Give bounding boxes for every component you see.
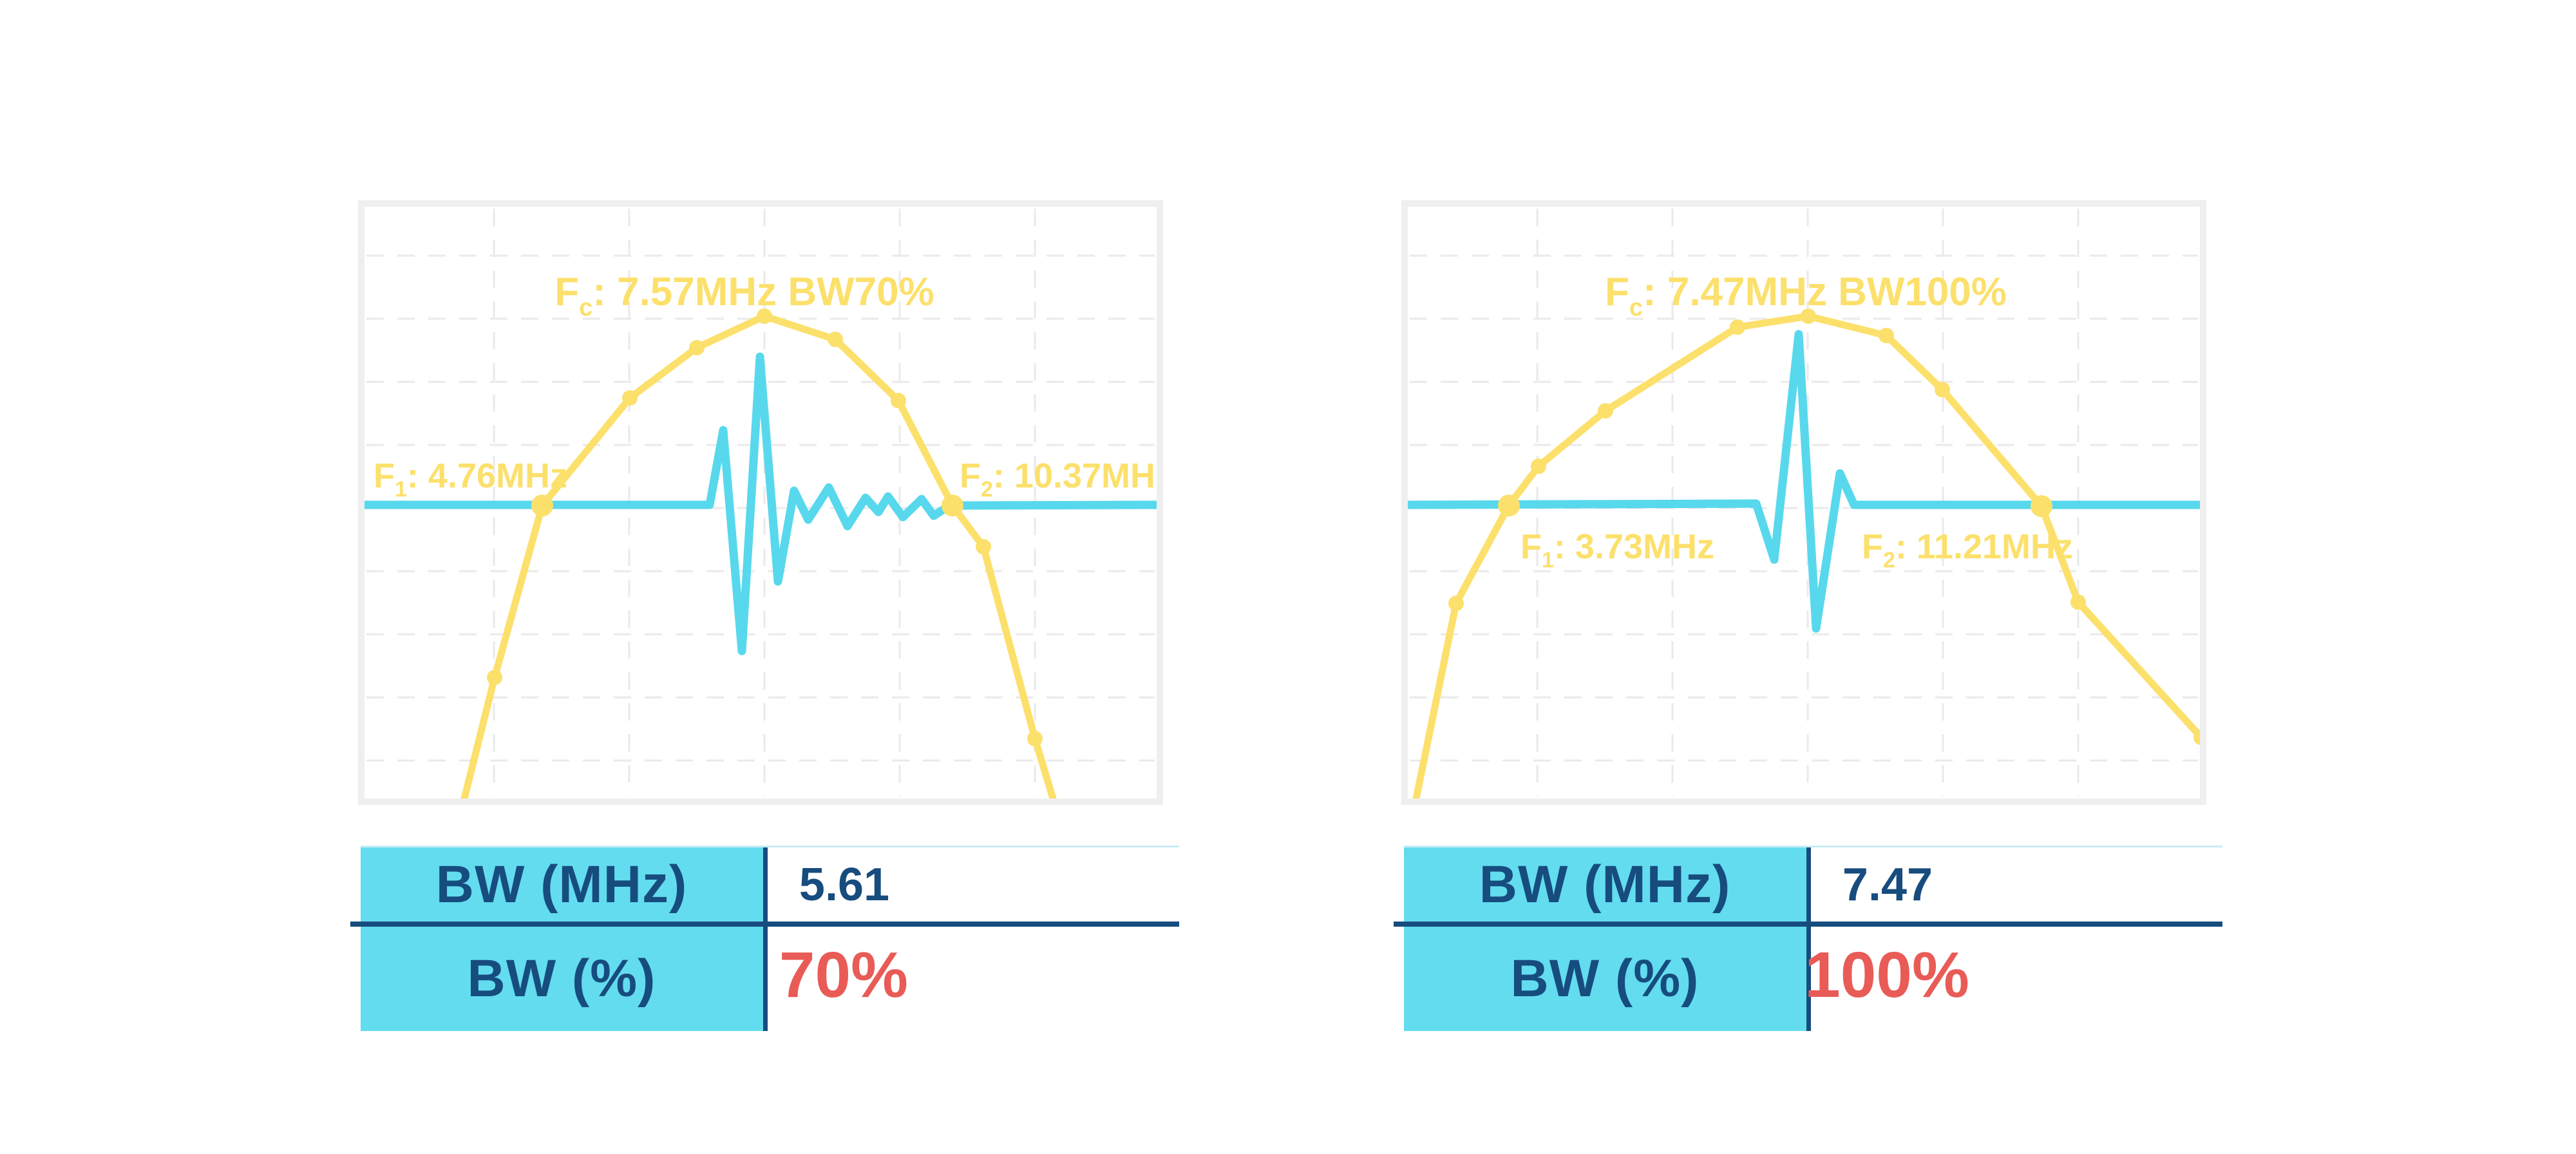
- bandwidth-crossing-marker: [2031, 495, 2052, 517]
- f2-subscript: 2: [981, 477, 993, 502]
- data-point-marker: [2070, 594, 2086, 610]
- data-point-marker: [1598, 403, 1613, 419]
- spectrum-curve: [460, 312, 1057, 802]
- bandwidth-crossing-marker: [531, 495, 553, 516]
- f1-annotation: F1: 4.76MHz: [374, 457, 567, 502]
- f1-value: : 4.76MHz: [407, 457, 567, 495]
- data-point-marker: [757, 308, 772, 324]
- bw-mhz-label: BW (MHz): [435, 855, 688, 914]
- fc-value: : 7.47MHz BW100%: [1643, 270, 2007, 314]
- f2-value: : 10.37MHz: [993, 457, 1163, 495]
- f1-prefix: F: [1520, 527, 1542, 566]
- f2-subscript: 2: [1883, 548, 1895, 572]
- bw-mhz-value: 7.47: [1842, 859, 1933, 911]
- f1-subscript: 1: [1542, 548, 1554, 572]
- fc-prefix: F: [554, 270, 579, 314]
- data-point-marker: [1730, 319, 1745, 335]
- label-column-background: [1404, 847, 1806, 1031]
- fc-subscript: c: [579, 294, 592, 321]
- data-point-marker: [1935, 382, 1950, 397]
- data-point-marker: [1531, 459, 1546, 474]
- label-column-background: [361, 847, 763, 1031]
- data-point-marker: [1448, 596, 1464, 611]
- column-divider: [763, 847, 768, 1031]
- data-point-marker: [976, 539, 991, 554]
- spectrum-curve: [1412, 312, 2205, 802]
- fc-annotation: Fc: 7.47MHz BW100%: [1605, 270, 2007, 321]
- bw-mhz-label: BW (MHz): [1479, 855, 1731, 914]
- fc-subscript: c: [1629, 294, 1643, 321]
- bw-pct-label: BW (%): [1510, 949, 1700, 1008]
- spectrum-chart-bw70: Fc: 7.57MHz BW70% F1: 4.76MHz F2: 10.37M…: [358, 200, 1163, 805]
- f2-prefix: F: [1862, 527, 1883, 566]
- f2-annotation: F2: 11.21MHz: [1862, 527, 2073, 572]
- table-top-rule: [1404, 846, 2222, 847]
- f1-subscript: 1: [395, 477, 407, 502]
- chart-layers-bw100: [1405, 209, 2206, 802]
- data-point-marker: [891, 393, 906, 408]
- f1-prefix: F: [374, 457, 395, 495]
- row-divider: [1394, 922, 2222, 927]
- data-point-marker: [1879, 328, 1894, 343]
- pulse-waveform: [361, 352, 1160, 656]
- bandwidth-crossing-marker: [942, 495, 963, 516]
- table-top-rule: [361, 846, 1179, 847]
- data-point-marker: [828, 332, 843, 347]
- data-point-marker: [1027, 731, 1043, 746]
- f1-annotation: F1: 3.73MHz: [1520, 527, 1714, 572]
- chart-layers-bw70: [361, 209, 1160, 802]
- plot-border: [1401, 200, 2206, 805]
- column-divider: [1806, 847, 1811, 1031]
- bw-pct-value: 70%: [779, 939, 909, 1011]
- pulse-waveform: [1405, 330, 2203, 633]
- bw-pct-value: 100%: [1804, 939, 1969, 1011]
- data-point-marker: [1801, 308, 1816, 324]
- f1-value: : 3.73MHz: [1554, 527, 1714, 566]
- fc-annotation: Fc: 7.57MHz BW70%: [554, 270, 934, 321]
- row-divider: [350, 922, 1179, 927]
- fc-prefix: F: [1605, 270, 1629, 314]
- bandwidth-crossing-marker: [1498, 495, 1520, 516]
- fc-value: : 7.57MHz BW70%: [592, 270, 934, 314]
- data-point-marker: [622, 390, 638, 406]
- data-point-marker: [689, 340, 705, 355]
- spectrum-chart-bw100: Fc: 7.47MHz BW100% F1: 3.73MHz F2: 11.21…: [1401, 200, 2206, 805]
- plot-border: [358, 200, 1163, 805]
- f2-value: : 11.21MHz: [1895, 527, 2073, 566]
- bw-mhz-value: 5.61: [799, 859, 890, 911]
- bw-table-bw100: BW (MHz) BW (%) 7.47 100%: [1394, 844, 2224, 1034]
- data-point-marker: [487, 670, 502, 685]
- f2-annotation: F2: 10.37MHz: [960, 457, 1163, 502]
- bw-pct-label: BW (%): [467, 949, 656, 1008]
- bw-table-bw70: BW (MHz) BW (%) 5.61 70%: [350, 844, 1181, 1034]
- f2-prefix: F: [960, 457, 981, 495]
